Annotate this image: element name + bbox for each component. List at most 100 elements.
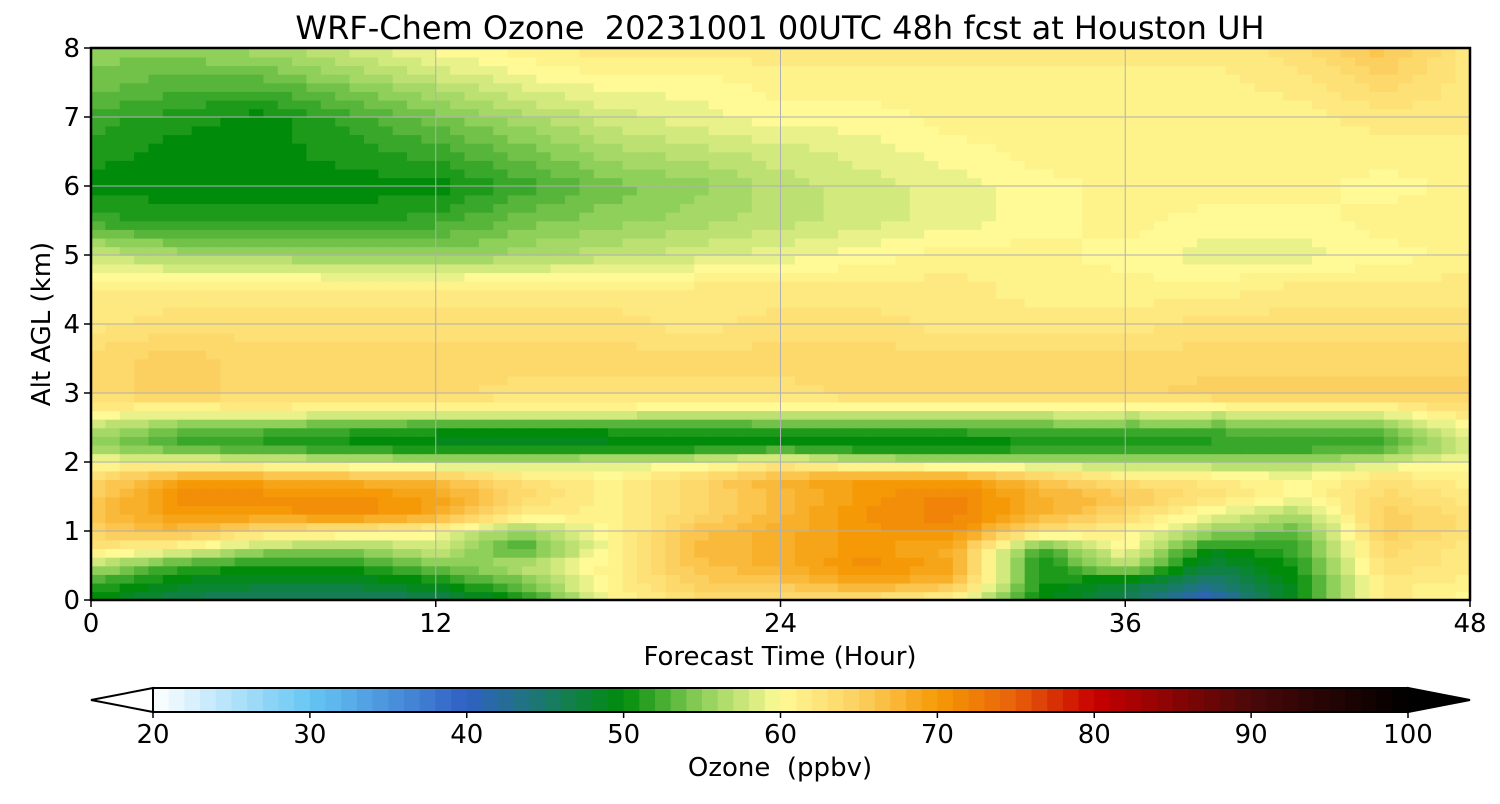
heatmap-cell <box>981 505 997 515</box>
heatmap-cell <box>363 427 380 437</box>
heatmap-cell <box>1039 289 1055 299</box>
heatmap-cell <box>794 531 811 541</box>
heatmap-cell <box>320 375 336 386</box>
heatmap-cell <box>263 556 279 567</box>
heatmap-cell <box>766 332 782 343</box>
heatmap-cell <box>1182 298 1198 308</box>
heatmap-cell <box>1125 548 1141 558</box>
heatmap-cell <box>794 410 811 420</box>
heatmap-cell <box>277 220 293 230</box>
heatmap-cell <box>938 496 954 506</box>
heatmap-cell <box>1240 565 1256 575</box>
heatmap-cell <box>1082 298 1098 308</box>
heatmap-cell <box>205 531 222 541</box>
heatmap-cell <box>464 565 480 575</box>
heatmap-cell <box>823 203 839 213</box>
heatmap-cell <box>837 229 854 239</box>
heatmap-cell <box>751 246 767 256</box>
heatmap-cell <box>320 582 336 593</box>
heatmap-cell <box>148 298 164 308</box>
heatmap-cell <box>421 168 437 179</box>
heatmap-cell <box>751 220 767 230</box>
heatmap-cell <box>852 453 868 463</box>
heatmap-cell <box>967 556 983 567</box>
heatmap-cell <box>119 194 135 205</box>
heatmap-cell <box>1010 479 1026 489</box>
heatmap-cell <box>593 513 609 524</box>
heatmap-cell <box>1125 332 1141 343</box>
heatmap-cell <box>895 444 911 455</box>
heatmap-cell <box>450 367 466 377</box>
heatmap-cell <box>220 479 236 489</box>
heatmap-cell <box>306 194 322 205</box>
heatmap-cell <box>349 418 365 429</box>
heatmap-cell <box>651 462 667 472</box>
heatmap-cell <box>1067 349 1083 360</box>
heatmap-cell <box>1139 332 1155 343</box>
heatmap-cell <box>651 496 667 506</box>
heatmap-cell <box>507 289 523 299</box>
heatmap-cell <box>536 522 552 532</box>
heatmap-cell <box>550 168 566 179</box>
heatmap-cell <box>378 556 394 567</box>
heatmap-cell <box>967 384 983 394</box>
heatmap-cell <box>1240 548 1256 558</box>
heatmap-cell <box>1426 298 1443 308</box>
heatmap-cell <box>1153 324 1170 334</box>
heatmap-cell <box>794 444 811 455</box>
heatmap-cell <box>1110 522 1127 532</box>
heatmap-cell <box>205 462 222 472</box>
heatmap-cell <box>162 565 178 575</box>
heatmap-cell <box>995 237 1012 248</box>
heatmap-cell <box>349 367 365 377</box>
heatmap-cell <box>823 522 839 532</box>
heatmap-cell <box>622 246 638 256</box>
heatmap-cell <box>134 418 150 429</box>
heatmap-cell <box>162 410 178 420</box>
heatmap-cell <box>766 246 782 256</box>
heatmap-cell <box>1110 349 1127 360</box>
heatmap-cell <box>407 487 423 498</box>
heatmap-cell <box>105 556 121 567</box>
heatmap-cell <box>579 306 595 317</box>
heatmap-cell <box>809 160 825 170</box>
heatmap-cell <box>363 375 380 386</box>
heatmap-cell <box>306 436 322 446</box>
heatmap-cell <box>809 505 825 515</box>
heatmap-cell <box>536 263 552 274</box>
heatmap-cell <box>306 453 322 463</box>
heatmap-cell <box>507 582 523 593</box>
heatmap-cell <box>205 582 222 593</box>
heatmap-cell <box>263 513 279 524</box>
heatmap-cell <box>1311 496 1328 506</box>
heatmap-cell <box>1139 151 1155 161</box>
heatmap-cell <box>909 177 925 187</box>
heatmap-cell <box>622 418 638 429</box>
heatmap-cell <box>1039 151 1055 161</box>
heatmap-cell <box>162 393 178 403</box>
heatmap-cell <box>478 505 494 515</box>
heatmap-cell <box>1067 151 1083 161</box>
heatmap-cell <box>1225 513 1241 524</box>
heatmap-cell <box>1067 306 1083 317</box>
heatmap-cell <box>1010 151 1026 161</box>
heatmap-cell <box>995 410 1012 420</box>
heatmap-cell <box>1441 255 1457 265</box>
heatmap-cell <box>679 556 696 567</box>
heatmap-cell <box>507 496 523 506</box>
heatmap-cell <box>823 168 839 179</box>
heatmap-cell <box>1024 341 1040 351</box>
heatmap-cell <box>852 298 868 308</box>
heatmap-cell <box>1297 280 1313 291</box>
heatmap-cell <box>292 418 308 429</box>
heatmap-cell <box>1125 229 1141 239</box>
heatmap-cell <box>521 574 538 584</box>
heatmap-cell <box>292 487 308 498</box>
heatmap-cell <box>421 531 437 541</box>
heatmap-cell <box>608 401 624 412</box>
heatmap-cell <box>608 160 624 170</box>
heatmap-cell <box>708 410 724 420</box>
heatmap-cell <box>679 548 696 558</box>
heatmap-cell <box>1225 531 1241 541</box>
heatmap-cell <box>1110 298 1127 308</box>
